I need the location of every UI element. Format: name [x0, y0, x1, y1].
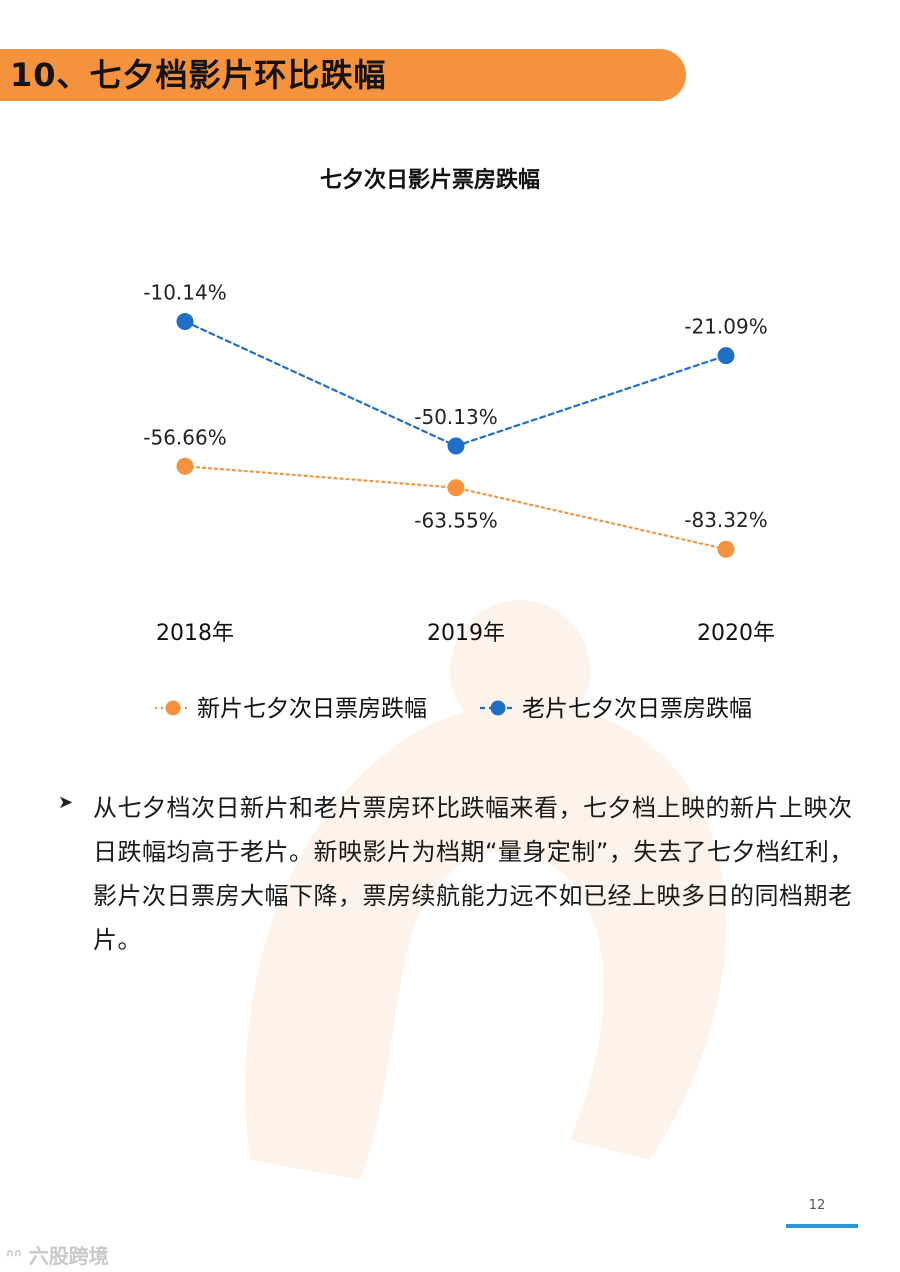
legend-marker — [490, 700, 506, 716]
page-number: 12 — [808, 1198, 826, 1213]
legend-label: 老片七夕次日票房跌幅 — [522, 696, 752, 722]
legend-marker — [165, 700, 181, 716]
old-film-data-label: -21.09% — [684, 315, 767, 339]
page-number-underline — [786, 1224, 858, 1228]
new-film-data-label: -63.55% — [414, 509, 497, 533]
arrowhead-bullet-icon: ➤ — [58, 792, 74, 813]
source-logo: ᐢᐢ 六股跨境 — [6, 1240, 109, 1269]
source-logo-text: 六股跨境 — [28, 1244, 109, 1268]
analysis-text: 从七夕档次日新片和老片票房环比跌幅来看，七夕档上映的新片上映次日跌幅均高于老片。… — [93, 794, 854, 954]
legend-label: 新片七夕次日票房跌幅 — [197, 696, 427, 722]
old-film-point — [717, 347, 735, 365]
new-film-point — [717, 540, 735, 558]
new-film-point — [176, 457, 194, 475]
old-film-data-label: -50.13% — [414, 405, 497, 429]
analysis-bullet: ➤ 从七夕档次日新片和老片票房环比跌幅来看，七夕档上映的新片上映次日跌幅均高于老… — [58, 786, 858, 962]
x-tick-label: 2019年 — [427, 621, 505, 646]
section-title: 10、七夕档影片环比跌幅 — [10, 56, 387, 94]
old-film-point — [447, 437, 465, 455]
new-film-data-label: -83.32% — [684, 508, 767, 532]
old-film-data-label: -10.14% — [143, 281, 226, 305]
source-logo-icon: ᐢᐢ — [6, 1244, 22, 1268]
chart-title: 七夕次日影片票房跌幅 — [320, 167, 540, 193]
section-header-band: 10、七夕档影片环比跌幅 — [0, 49, 686, 101]
new-film-point — [447, 479, 465, 497]
x-tick-label: 2018年 — [156, 621, 234, 646]
new-film-data-label: -56.66% — [143, 425, 226, 449]
x-tick-label: 2020年 — [697, 621, 775, 646]
old-film-point — [176, 313, 194, 331]
line-chart: 七夕次日影片票房跌幅 -56.66% -63.55% -83.32% -10.14% -… — [143, 167, 775, 722]
